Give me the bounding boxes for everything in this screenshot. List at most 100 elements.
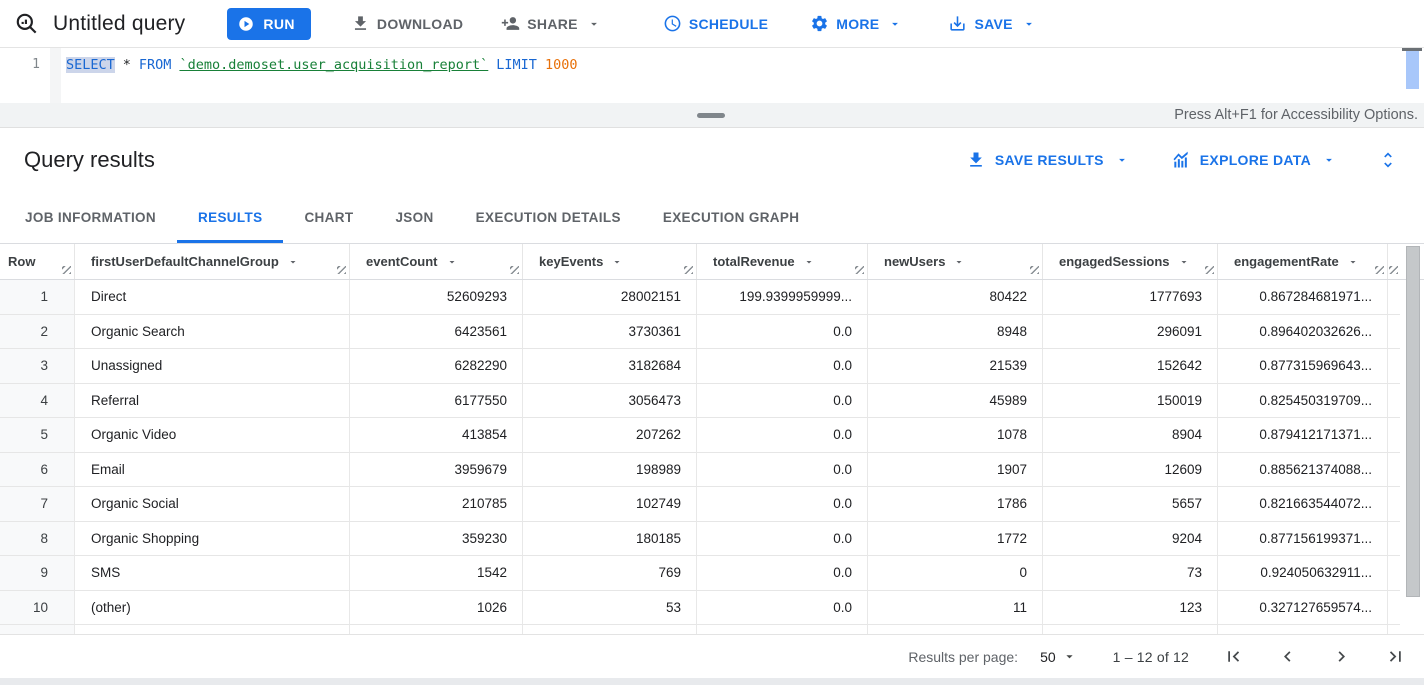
- sort-caret-icon[interactable]: [611, 256, 623, 268]
- cell-firstUserDefaultChannelGroup: Referral: [75, 383, 350, 418]
- cell-keyEvents: 769: [523, 556, 697, 591]
- cell-keyEvents: 3056473: [523, 383, 697, 418]
- sql-code-line[interactable]: SELECT * FROM `demo.demoset.user_acquisitio…: [66, 57, 585, 73]
- save-button[interactable]: SAVE: [942, 6, 1041, 42]
- page-size-select[interactable]: 50: [1040, 649, 1077, 665]
- sort-caret-icon[interactable]: [1347, 256, 1359, 268]
- column-header-totalRevenue[interactable]: totalRevenue: [697, 244, 868, 279]
- cell-newUsers: 1772: [868, 521, 1043, 556]
- table-row: 4 Referral 6177550 3056473 0.0 45989 150019 0.8…: [0, 383, 1424, 418]
- sql-star: *: [122, 57, 131, 73]
- cell-engagementRate: 0.879412171371...: [1218, 418, 1388, 453]
- table-row: 11Paid Social9971010.0291.0: [0, 625, 1424, 634]
- cell-firstUserDefaultChannelGroup: SMS: [75, 556, 350, 591]
- cell-overflow: [1388, 349, 1400, 384]
- share-button[interactable]: SHARE: [495, 6, 607, 42]
- column-label: Row: [8, 254, 36, 269]
- cell-engagedSessions: 73: [1043, 556, 1218, 591]
- cell-keyEvents: 102749: [523, 487, 697, 522]
- column-header-keyEvents[interactable]: keyEvents: [523, 244, 697, 279]
- cell-engagedSessions: 296091: [1043, 314, 1218, 349]
- column-header-eventCount[interactable]: eventCount: [350, 244, 523, 279]
- chevron-left-icon: [1277, 646, 1298, 667]
- cell-engagementRate: 1.0: [1218, 625, 1388, 634]
- column-header-engagementRate[interactable]: engagementRate: [1218, 244, 1388, 279]
- cell-newUsers: 1907: [868, 452, 1043, 487]
- editor-status-strip: Press Alt+F1 for Accessibility Options.: [0, 103, 1424, 128]
- sort-caret-icon[interactable]: [287, 256, 299, 268]
- column-label: engagementRate: [1234, 254, 1339, 269]
- download-icon: [351, 14, 370, 33]
- cell-newUsers: 21539: [868, 349, 1043, 384]
- cell-keyEvents: 53: [523, 590, 697, 625]
- cell-engagedSessions: 9204: [1043, 521, 1218, 556]
- previous-page-button[interactable]: [1277, 646, 1298, 667]
- row-number-cell: 6: [0, 452, 75, 487]
- first-page-button[interactable]: [1223, 646, 1244, 667]
- table-row: 2 Organic Search 6423561 3730361 0.0 8948 2960…: [0, 314, 1424, 349]
- column-header-newUsers[interactable]: newUsers: [868, 244, 1043, 279]
- column-header-Row: Row: [0, 244, 75, 279]
- row-number-cell: 3: [0, 349, 75, 384]
- tab-job-information[interactable]: JOB INFORMATION: [25, 210, 156, 225]
- cell-totalRevenue: 0.0: [697, 349, 868, 384]
- more-button[interactable]: MORE: [804, 6, 908, 42]
- cell-engagementRate: 0.825450319709...: [1218, 383, 1388, 418]
- sort-caret-icon[interactable]: [446, 256, 458, 268]
- splitter-drag-handle[interactable]: [697, 113, 725, 118]
- cell-overflow: [1388, 453, 1400, 487]
- cell-eventCount: 6177550: [350, 383, 523, 418]
- chevron-down-icon: [1062, 649, 1077, 664]
- row-number-cell: 8: [0, 521, 75, 556]
- tab-execution-graph[interactable]: EXECUTION GRAPH: [662, 210, 800, 225]
- download-button[interactable]: DOWNLOAD: [345, 6, 469, 42]
- tab-json[interactable]: JSON: [395, 210, 434, 225]
- sql-editor[interactable]: 1 SELECT * FROM `demo.demoset.user_acquisit…: [0, 48, 1424, 103]
- tab-results[interactable]: RESULTS: [177, 192, 283, 243]
- cell-engagedSessions: 1777693: [1043, 280, 1218, 315]
- column-header-firstUserDefaultChannelGroup[interactable]: firstUserDefaultChannelGroup: [75, 244, 350, 279]
- save-results-button[interactable]: SAVE RESULTS: [966, 150, 1129, 170]
- editor-resize-corner: [1402, 48, 1422, 51]
- results-per-page-label: Results per page:: [908, 648, 1019, 665]
- cell-eventCount: 359230: [350, 521, 523, 556]
- cell-totalRevenue: 0.0: [697, 556, 868, 591]
- clock-icon: [663, 14, 682, 33]
- cell-eventCount: 210785: [350, 487, 523, 522]
- schedule-button[interactable]: SCHEDULE: [657, 6, 774, 42]
- column-label: eventCount: [366, 254, 438, 269]
- fold-gutter: [50, 48, 61, 103]
- next-page-button[interactable]: [1331, 646, 1352, 667]
- cell-firstUserDefaultChannelGroup: Organic Shopping: [75, 521, 350, 556]
- cell-totalRevenue: 0.0: [697, 418, 868, 453]
- explore-data-button[interactable]: EXPLORE DATA: [1171, 150, 1336, 170]
- sql-table-reference-link[interactable]: `demo.demoset.user_acquisition_report`: [179, 57, 489, 73]
- cell-engagedSessions: 150019: [1043, 383, 1218, 418]
- sort-caret-icon[interactable]: [803, 256, 815, 268]
- cell-newUsers: 45989: [868, 383, 1043, 418]
- editor-scrollbar-thumb[interactable]: [1406, 51, 1419, 89]
- table-row: 10 (other) 1026 53 0.0 11 123 0.327127659574...: [0, 590, 1424, 625]
- sort-caret-icon[interactable]: [1178, 256, 1190, 268]
- cell-overflow: [1388, 487, 1400, 522]
- column-header-overflow: [1388, 244, 1400, 279]
- run-button[interactable]: RUN: [227, 7, 311, 40]
- sort-caret-icon[interactable]: [953, 256, 965, 268]
- table-scrollbar-thumb[interactable]: [1406, 246, 1420, 597]
- results-header: Query results SAVE RESULTS: [0, 128, 1424, 192]
- chevron-down-icon: [1022, 17, 1036, 31]
- row-number-cell: 4: [0, 383, 75, 418]
- bottom-scrollbar-track[interactable]: [0, 678, 1424, 685]
- save-icon: [948, 14, 967, 33]
- tab-execution-details[interactable]: EXECUTION DETAILS: [475, 210, 621, 225]
- cell-eventCount: 6282290: [350, 349, 523, 384]
- tab-chart[interactable]: CHART: [304, 210, 354, 225]
- pagination-controls: [1223, 646, 1406, 667]
- cell-firstUserDefaultChannelGroup: Organic Video: [75, 418, 350, 453]
- table-row: 8 Organic Shopping 359230 180185 0.0 1772 9204…: [0, 521, 1424, 556]
- last-page-button[interactable]: [1385, 646, 1406, 667]
- expand-collapse-results-button[interactable]: [1378, 150, 1398, 170]
- cell-engagementRate: 0.821663544072...: [1218, 487, 1388, 522]
- column-header-engagedSessions[interactable]: engagedSessions: [1043, 244, 1218, 279]
- table-body: 1 Direct 52609293 28002151 199.9399959999...…: [0, 280, 1424, 634]
